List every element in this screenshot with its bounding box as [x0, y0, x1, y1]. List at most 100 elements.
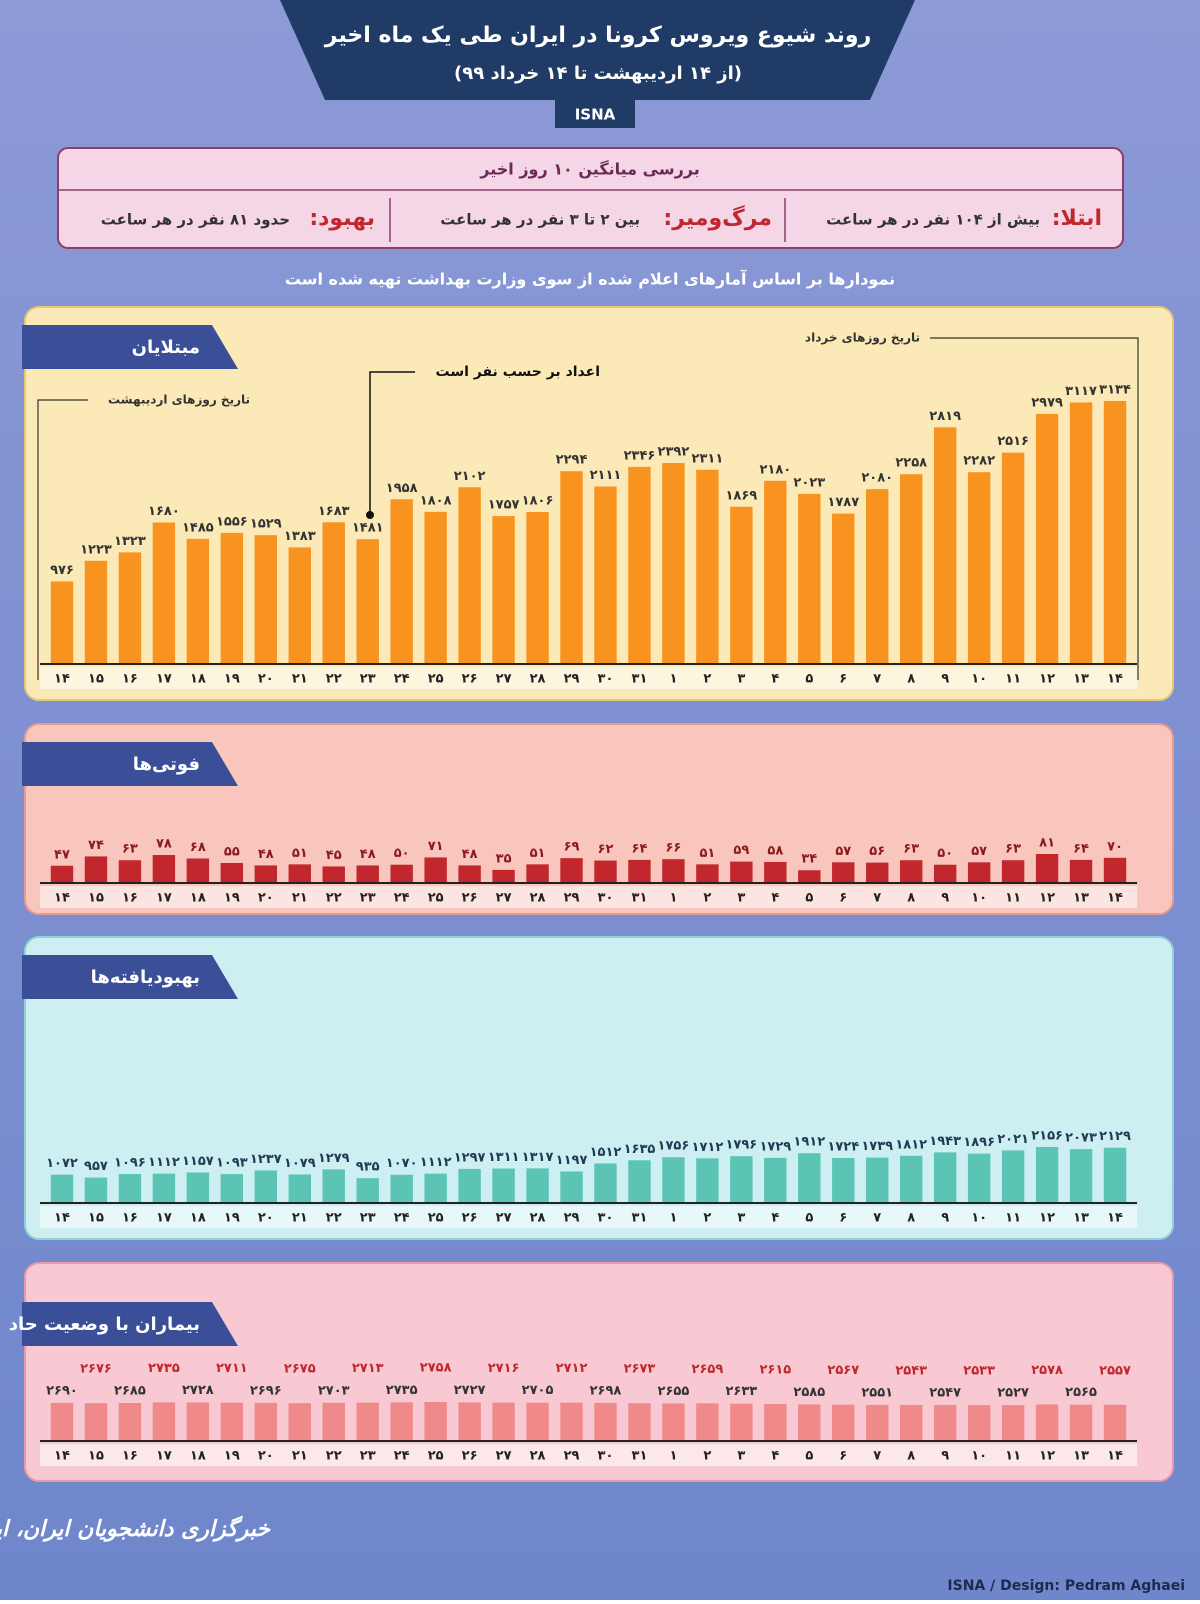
value-label: ۲۶۷۵ — [284, 1362, 316, 1377]
value-label: ۱۴۸۱ — [352, 521, 384, 536]
value-label: ۲۵۸۵ — [793, 1385, 825, 1400]
bar — [866, 1157, 889, 1202]
x-tick-label: ۲۲ — [326, 1211, 342, 1226]
note: نمودارها بر اساس آمارهای اعلام شده از سو… — [285, 269, 895, 289]
x-tick-label: ۲۴ — [394, 1449, 410, 1464]
bar — [730, 1156, 753, 1202]
x-tick-label: ۲۳ — [360, 672, 376, 687]
annotation-arrow — [37, 399, 88, 680]
x-tick-label: ۲ — [703, 672, 711, 687]
bar — [424, 857, 447, 882]
panel-tab — [22, 1302, 238, 1346]
panel-tab — [22, 325, 238, 369]
bar — [50, 1402, 74, 1440]
bar — [594, 1163, 617, 1202]
value-label: ۱۵۱۲ — [590, 1145, 622, 1160]
x-tick-label: ۲۲ — [326, 1449, 342, 1464]
x-tick-label: ۹ — [941, 672, 949, 687]
value-label: ۱۱۱۲ — [148, 1155, 180, 1170]
x-tick-label: ۹ — [941, 1449, 949, 1464]
bar — [628, 1403, 651, 1440]
bar — [356, 1178, 379, 1202]
value-label: ۲۱۰۲ — [454, 469, 486, 484]
bar — [933, 1152, 957, 1202]
value-label: ۵۰ — [394, 846, 410, 861]
bar — [458, 487, 481, 663]
value-label: ۱۲۹۷ — [454, 1150, 486, 1165]
x-tick-label: ۲۸ — [530, 672, 546, 687]
value-label: ۲۳۹۲ — [658, 445, 690, 460]
value-label: ۱۰۷۲ — [46, 1156, 78, 1171]
bar — [220, 1402, 244, 1440]
bar — [526, 512, 549, 663]
x-tick-label: ۲۹ — [564, 672, 580, 687]
value-label: ۱۷۲۹ — [759, 1139, 791, 1154]
bar — [866, 862, 889, 882]
value-label: ۲۳۴۶ — [624, 448, 656, 463]
x-tick-label: ۲ — [703, 1449, 711, 1464]
x-tick-label: ۱۰ — [971, 891, 987, 906]
bar — [764, 1403, 787, 1440]
bar — [1001, 1150, 1025, 1202]
value-label: ۲۶۱۵ — [759, 1362, 791, 1377]
value-label: ۱۸۰۸ — [420, 493, 452, 508]
bar — [492, 1402, 515, 1440]
x-tick-label: ۲۷ — [496, 891, 512, 906]
value-label: ۱۹۱۲ — [793, 1135, 825, 1150]
value-label: ۹۳۵ — [356, 1160, 380, 1175]
bar — [50, 581, 74, 663]
annotation: اعداد بر حسب نفر است — [436, 364, 600, 380]
value-label: ۲۵۲۷ — [997, 1386, 1029, 1401]
value-label: ۲۶۹۸ — [590, 1383, 622, 1398]
bar — [832, 1404, 855, 1440]
bar — [50, 1174, 74, 1202]
value-label: ۱۲۷۹ — [318, 1151, 350, 1166]
bar — [933, 864, 957, 882]
x-tick-label: ۱۲ — [1039, 672, 1055, 687]
x-tick-label: ۱۷ — [156, 891, 172, 906]
annotation-dot — [366, 511, 374, 519]
x-tick-label: ۱ — [669, 1211, 677, 1226]
x-tick-label: ۷ — [873, 1449, 881, 1464]
x-tick-label: ۱۶ — [122, 672, 138, 687]
value-label: ۱۵۲۹ — [250, 517, 282, 532]
value-label: ۱۳۸۳ — [284, 529, 316, 544]
value-label: ۲۷۲۸ — [182, 1383, 214, 1398]
value-label: ۲۵۶۵ — [1065, 1385, 1097, 1400]
x-tick-label: ۲۵ — [428, 1449, 444, 1464]
x-tick-label: ۲۳ — [360, 1449, 376, 1464]
x-tick-label: ۱۶ — [122, 1449, 138, 1464]
bar — [1001, 452, 1025, 663]
x-tick-label: ۱۱ — [1005, 672, 1021, 687]
value-label: ۳۱۱۷ — [1065, 384, 1097, 399]
value-label: ۲۳۱۱ — [692, 451, 724, 466]
x-tick-label: ۲۰ — [258, 672, 274, 687]
x-tick-label: ۱۴ — [54, 1211, 70, 1226]
x-tick-label: ۲۶ — [462, 1211, 478, 1226]
value-label: ۴۸ — [462, 847, 478, 862]
value-label: ۶۶ — [665, 841, 681, 856]
annotation-arrow — [930, 337, 1139, 680]
value-label: ۱۸۶۹ — [725, 488, 757, 503]
x-tick-label: ۵ — [805, 891, 813, 906]
bar — [186, 538, 210, 663]
bar — [84, 1403, 108, 1440]
value-label: ۱۶۸۰ — [148, 504, 180, 519]
x-tick-label: ۲۸ — [530, 1449, 546, 1464]
value-label: ۲۶۷۶ — [80, 1362, 112, 1377]
bar — [560, 471, 583, 663]
value-label: ۵۱ — [292, 846, 308, 861]
bar — [866, 489, 889, 663]
x-tick-label: ۱۵ — [88, 1449, 104, 1464]
x-tick-label: ۲۷ — [496, 1449, 512, 1464]
x-tick-label: ۶ — [839, 1449, 847, 1464]
bar — [933, 427, 957, 663]
footer-credit: ISNA / Design: Pedram Aghaei — [947, 1578, 1185, 1594]
value-label: ۲۵۱۶ — [997, 434, 1029, 449]
x-tick-label: ۱۰ — [971, 672, 987, 687]
value-label: ۵۹ — [733, 843, 749, 858]
x-tick-label: ۲۴ — [394, 1211, 410, 1226]
value-label: ۲۲۹۴ — [556, 453, 588, 468]
source-tab — [555, 100, 635, 128]
